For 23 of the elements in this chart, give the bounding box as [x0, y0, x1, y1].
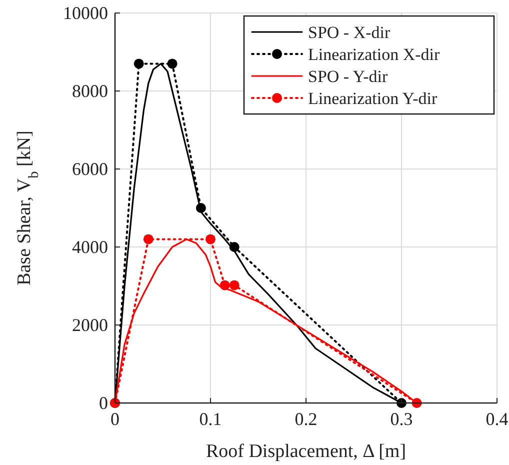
legend-label: SPO - Y-dir	[308, 67, 388, 86]
point	[143, 234, 154, 244]
y-tick-label: 6000	[72, 159, 108, 179]
x-tick-label: 0.1	[199, 409, 222, 429]
y-tick-label: 8000	[72, 81, 108, 101]
point	[229, 280, 240, 290]
y-tick-label: 2000	[72, 315, 108, 335]
point	[229, 242, 240, 252]
legend-label: Linearization Y-dir	[308, 89, 438, 108]
x-axis-title: Roof Displacement, Δ [m]	[206, 441, 406, 462]
point	[134, 58, 144, 69]
y-tick-label: 4000	[72, 237, 108, 257]
point	[220, 280, 230, 290]
x-tick-label: 0.2	[294, 409, 318, 429]
legend-label: Linearization X-dir	[308, 45, 440, 64]
y-tick-label: 10000	[63, 3, 108, 23]
y-tick-label: 0	[99, 393, 108, 413]
x-tick-label: 0.4	[486, 409, 508, 429]
legend-label: SPO - X-dir	[308, 23, 391, 42]
point	[196, 203, 206, 213]
x-tick-label: 0.3	[390, 409, 413, 429]
point	[167, 58, 178, 69]
point	[206, 234, 216, 244]
